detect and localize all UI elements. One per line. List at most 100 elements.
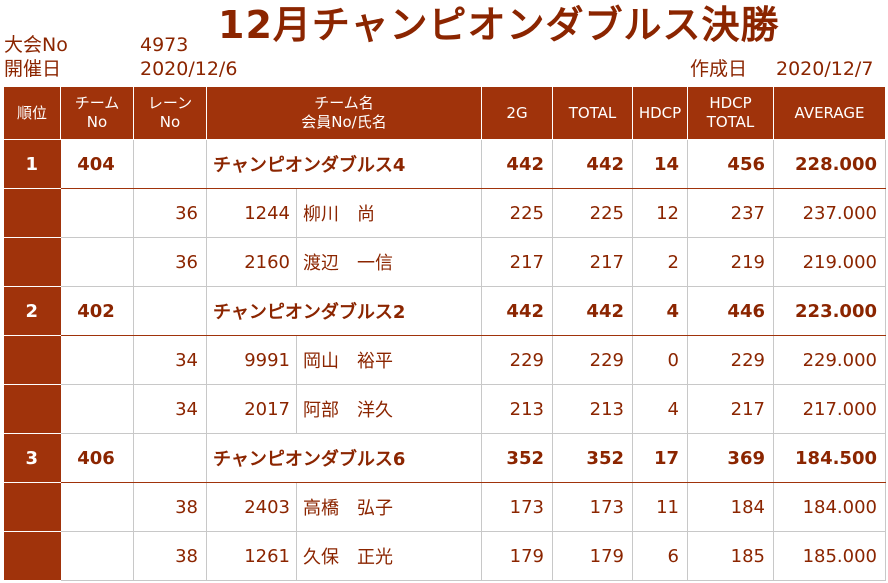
member-name: 阿部 洋久 [296,384,482,434]
team-no [60,531,134,581]
score-2g: 173 [481,482,553,532]
member-row: 34 2017 阿部 洋久 213 213 4 217 217.000 [3,384,886,434]
score-total: 179 [552,531,633,581]
hdcp: 12 [632,188,688,238]
hdcp-total: 446 [687,286,774,336]
results-table: 順位 チーム No レーン No チーム名 会員No/氏名 2G TOTAL HDCP… [3,86,886,581]
event-date: 2020/12/6 [140,58,238,80]
member-row: 34 9991 岡山 裕平 229 229 0 229 229.000 [3,335,886,385]
col-rank: 順位 [3,86,61,140]
rank-cell [3,531,61,581]
rank-cell: 3 [3,433,61,483]
score-2g: 217 [481,237,553,287]
page-title: 12月チャンピオンダブルス決勝 [218,3,780,47]
hdcp: 6 [632,531,688,581]
member-name: 岡山 裕平 [296,335,482,385]
lane-no [133,433,207,483]
member-row: 36 2160 渡辺 一信 217 217 2 219 219.000 [3,237,886,287]
col-total: TOTAL [552,86,633,140]
member-no: 2160 [206,237,297,287]
score-2g: 442 [481,139,553,189]
hdcp: 4 [632,384,688,434]
team-no [60,384,134,434]
team-row: 1 404 チャンピオンダブルス4 442 442 14 456 228.000 [3,139,886,189]
member-row: 38 1261 久保 正光 179 179 6 185 185.000 [3,531,886,581]
rank-cell: 2 [3,286,61,336]
team-name: チャンピオンダブルス6 [206,433,482,483]
hdcp: 2 [632,237,688,287]
rank-cell [3,384,61,434]
member-row: 36 1244 柳川 尚 225 225 12 237 237.000 [3,188,886,238]
score-total: 217 [552,237,633,287]
average: 184.500 [773,433,886,483]
member-no: 9991 [206,335,297,385]
hdcp: 17 [632,433,688,483]
col-2g: 2G [481,86,553,140]
col-average: AVERAGE [773,86,886,140]
average: 229.000 [773,335,886,385]
hdcp: 0 [632,335,688,385]
tournament-no: 4973 [140,34,189,56]
team-no: 402 [60,286,134,336]
rank-cell [3,482,61,532]
hdcp-total: 219 [687,237,774,287]
score-2g: 352 [481,433,553,483]
team-row: 3 406 チャンピオンダブルス6 352 352 17 369 184.500 [3,433,886,483]
lane-no: 34 [133,384,207,434]
team-name: チャンピオンダブルス4 [206,139,482,189]
col-hdcp-total: HDCP TOTAL [687,86,774,140]
average: 217.000 [773,384,886,434]
score-2g: 179 [481,531,553,581]
hdcp-total: 369 [687,433,774,483]
hdcp: 11 [632,482,688,532]
rank-cell [3,188,61,238]
team-no [60,482,134,532]
created-date: 2020/12/7 [776,58,874,80]
col-hdcp: HDCP [632,86,688,140]
average: 228.000 [773,139,886,189]
team-no [60,237,134,287]
lane-no: 34 [133,335,207,385]
score-total: 225 [552,188,633,238]
team-no [60,335,134,385]
score-2g: 225 [481,188,553,238]
col-name: チーム名 会員No/氏名 [206,86,482,140]
score-total: 352 [552,433,633,483]
hdcp-total: 185 [687,531,774,581]
average: 237.000 [773,188,886,238]
created-label: 作成日 [690,58,748,80]
member-name: 高橋 弘子 [296,482,482,532]
member-name: 柳川 尚 [296,188,482,238]
lane-no: 36 [133,237,207,287]
member-name: 渡辺 一信 [296,237,482,287]
member-row: 38 2403 高橋 弘子 173 173 11 184 184.000 [3,482,886,532]
rank-cell: 1 [3,139,61,189]
tournament-no-label: 大会No [4,34,68,56]
hdcp-total: 217 [687,384,774,434]
lane-no [133,286,207,336]
member-no: 1261 [206,531,297,581]
hdcp-total: 456 [687,139,774,189]
rank-cell [3,335,61,385]
score-total: 442 [552,139,633,189]
team-row: 2 402 チャンピオンダブルス2 442 442 4 446 223.000 [3,286,886,336]
col-team-no: チーム No [60,86,134,140]
score-2g: 213 [481,384,553,434]
lane-no: 38 [133,531,207,581]
score-total: 229 [552,335,633,385]
lane-no: 38 [133,482,207,532]
member-no: 2017 [206,384,297,434]
score-2g: 229 [481,335,553,385]
average: 219.000 [773,237,886,287]
average: 184.000 [773,482,886,532]
score-total: 442 [552,286,633,336]
team-no [60,188,134,238]
member-no: 2403 [206,482,297,532]
hdcp-total: 237 [687,188,774,238]
team-no: 406 [60,433,134,483]
hdcp: 4 [632,286,688,336]
score-total: 173 [552,482,633,532]
table-header-row: 順位 チーム No レーン No チーム名 会員No/氏名 2G TOTAL HDCP… [3,86,886,140]
hdcp-total: 184 [687,482,774,532]
lane-no: 36 [133,188,207,238]
